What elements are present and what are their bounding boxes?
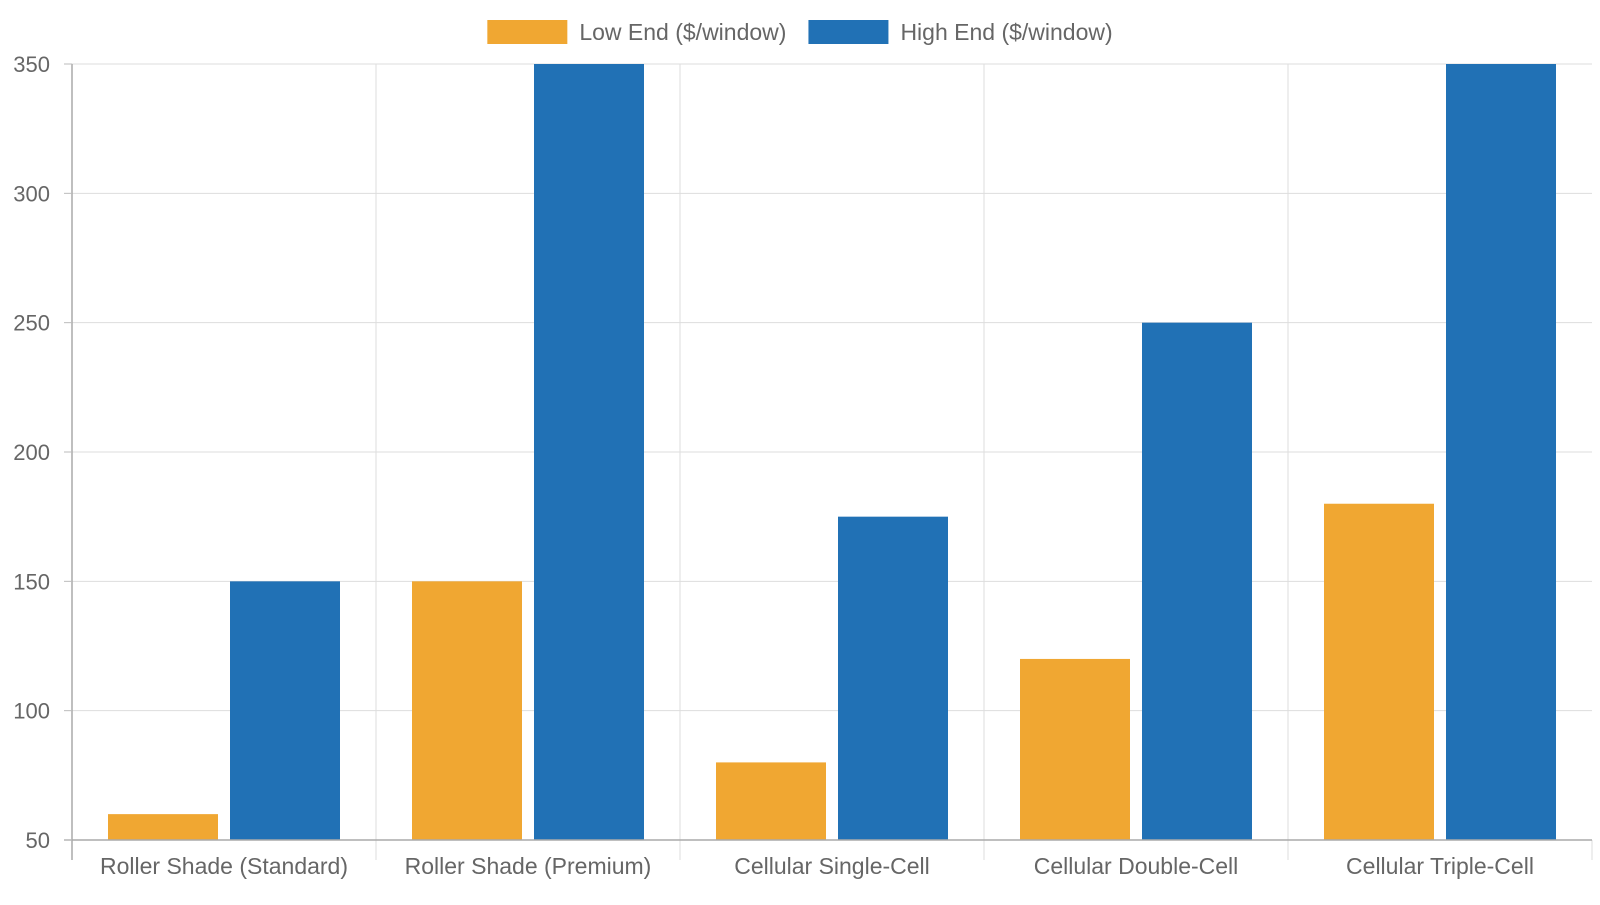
bar-low-end	[412, 581, 522, 840]
bar-high-end	[1142, 322, 1252, 841]
y-tick-label: 300	[13, 181, 50, 206]
y-tick-label: 50	[26, 828, 50, 853]
x-axis-ticks: Roller Shade (Standard) Roller Shade (Pre…	[100, 853, 1534, 879]
x-tick-label: Cellular Triple-Cell	[1346, 853, 1534, 879]
bar-high-end	[838, 516, 948, 840]
y-tick-label: 350	[13, 52, 50, 77]
y-tick-label: 150	[13, 569, 50, 594]
bar-high-end	[534, 64, 644, 840]
bar-low-end	[1020, 658, 1130, 840]
y-tick-label: 250	[13, 311, 50, 336]
bar-low-end	[108, 814, 218, 840]
x-tick-label: Cellular Double-Cell	[1034, 853, 1239, 879]
x-tick-label: Roller Shade (Standard)	[100, 853, 348, 879]
bar-high-end	[230, 581, 340, 840]
y-axis-ticks: 50 100 150 200 250 300 350	[13, 52, 72, 853]
legend: Low End ($/window) High End ($/window)	[487, 19, 1113, 45]
bars	[108, 64, 1556, 841]
y-tick-label: 100	[13, 699, 50, 724]
legend-swatch-high-end	[808, 20, 889, 44]
legend-label-low-end: Low End ($/window)	[579, 19, 786, 45]
axes	[64, 64, 1592, 860]
bar-low-end	[716, 762, 826, 840]
bar-high-end	[1446, 64, 1556, 840]
bar-low-end	[1324, 503, 1434, 840]
x-tick-label: Roller Shade (Premium)	[405, 853, 652, 879]
x-tick-label: Cellular Single-Cell	[734, 853, 930, 879]
legend-label-high-end: High End ($/window)	[900, 19, 1112, 45]
legend-swatch-low-end	[487, 20, 568, 44]
y-tick-label: 200	[13, 440, 50, 465]
